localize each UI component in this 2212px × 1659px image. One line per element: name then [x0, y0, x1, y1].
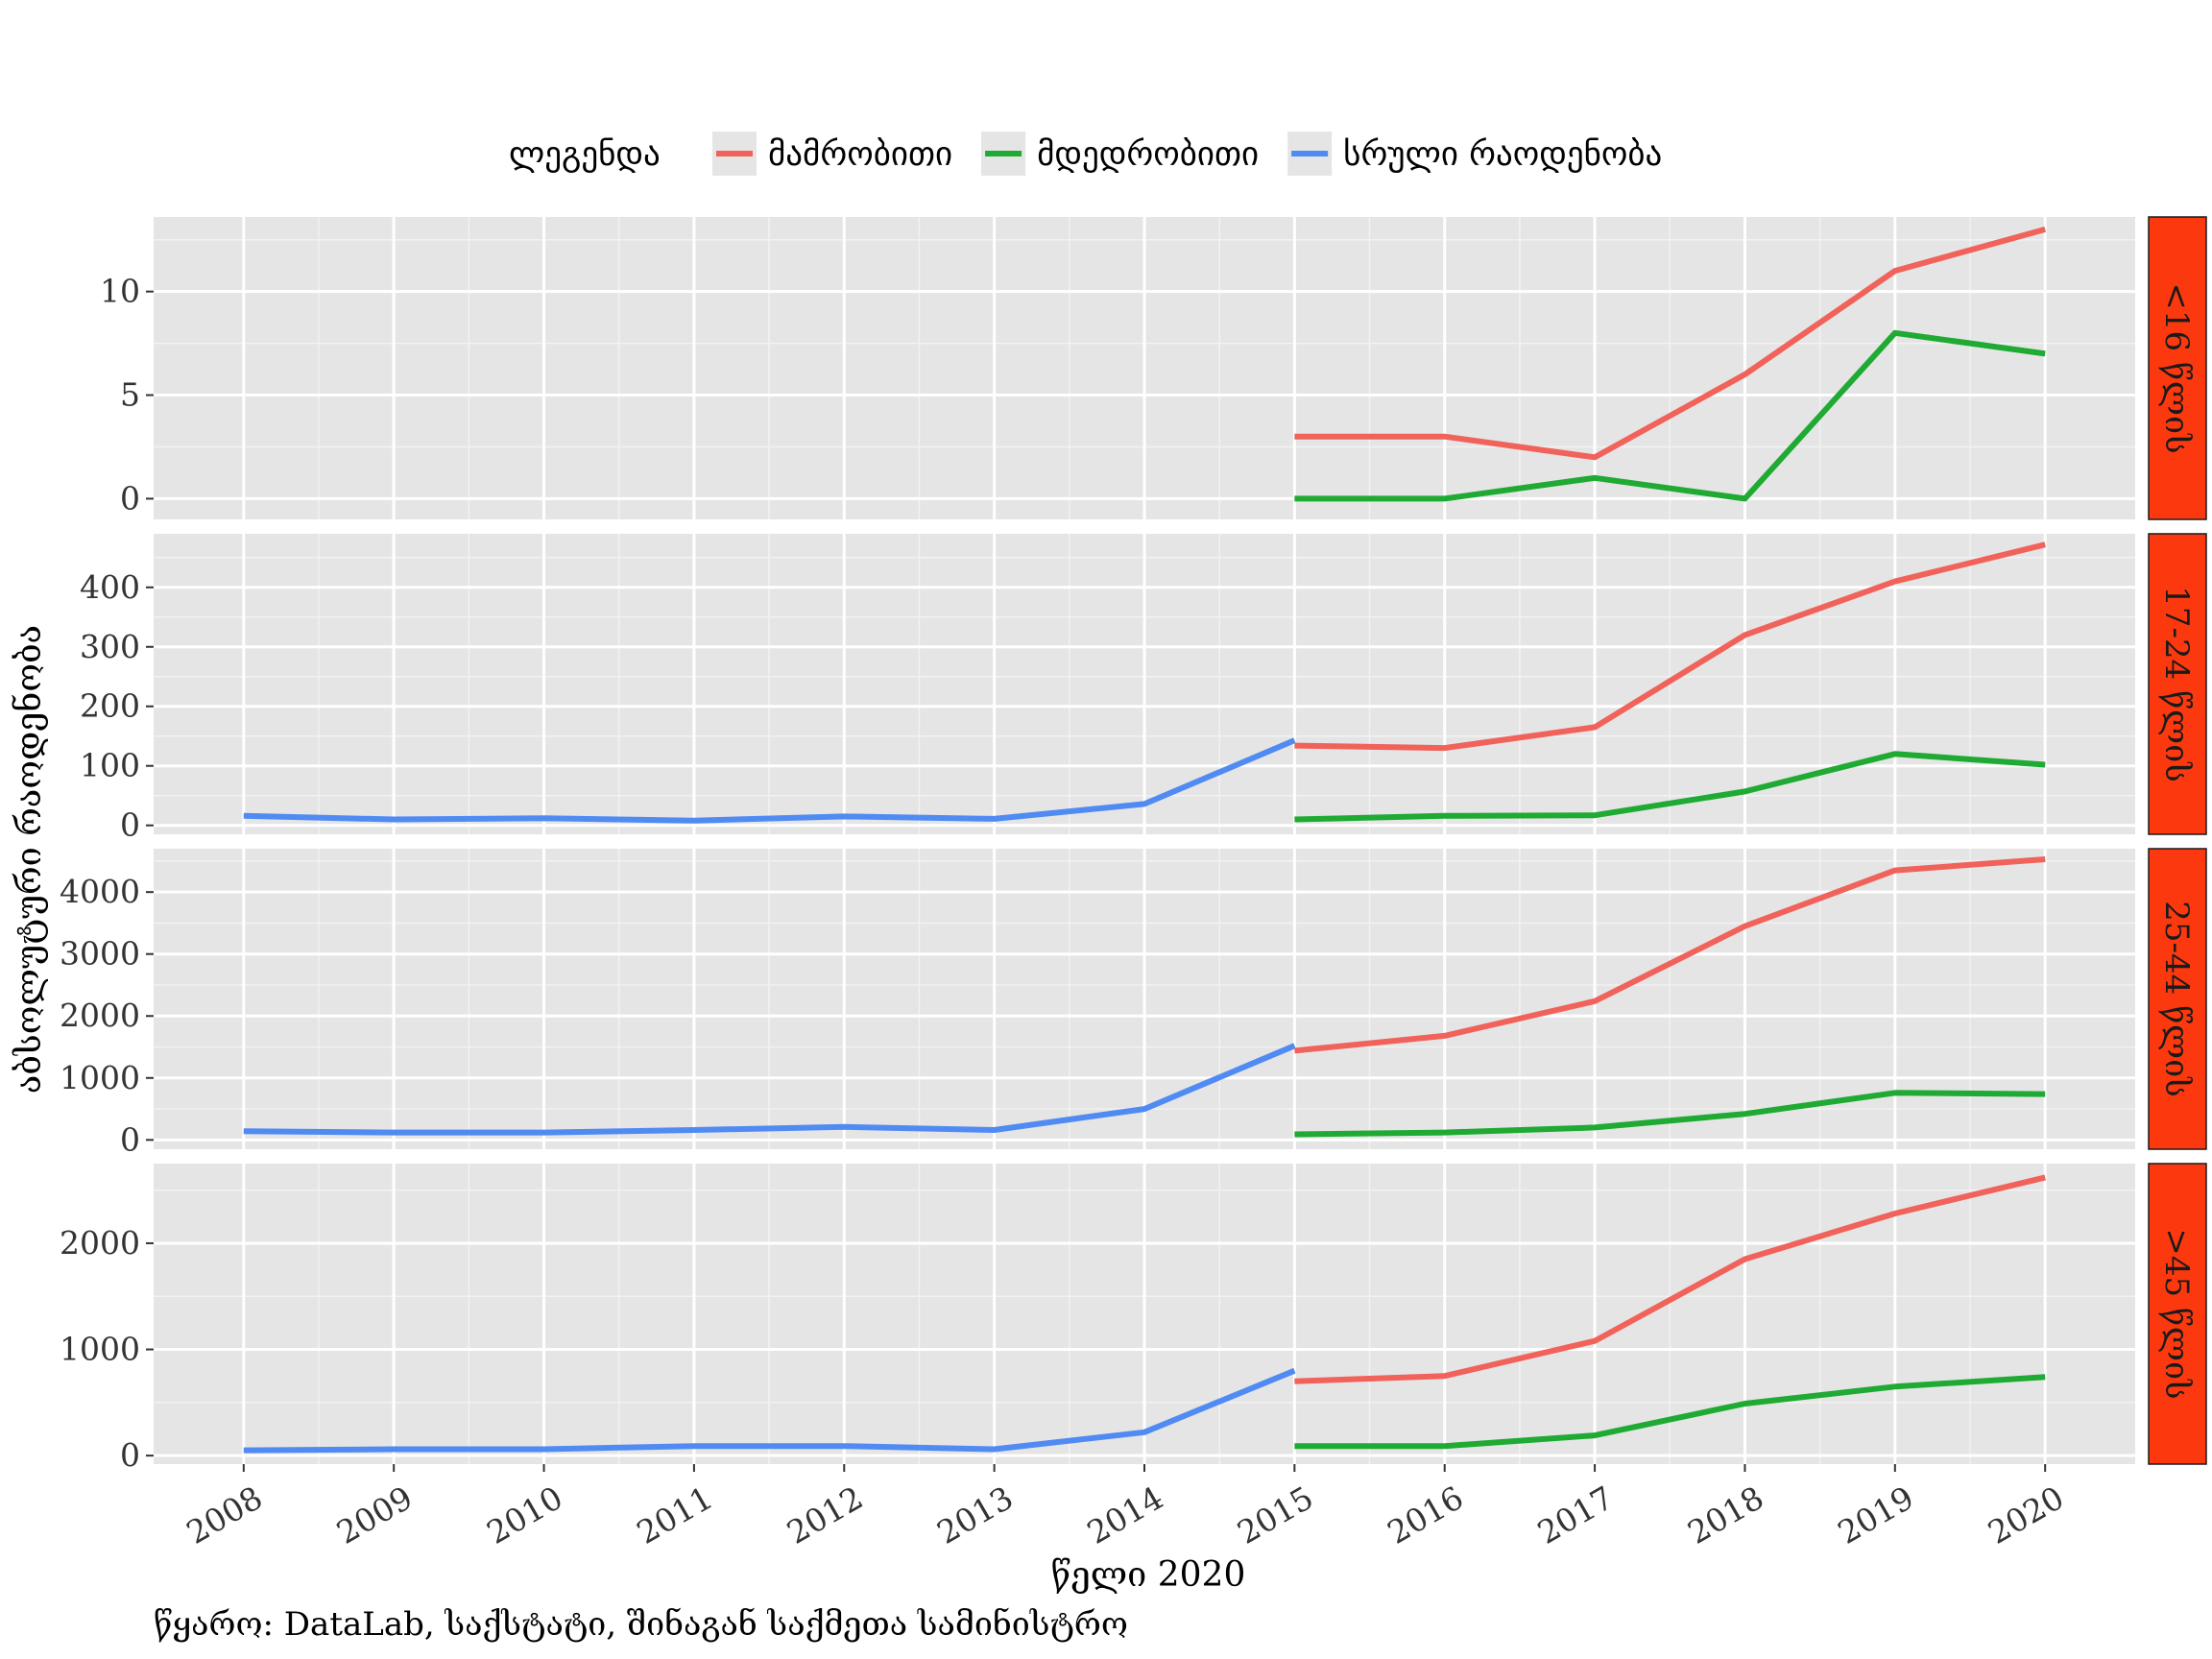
series-line	[1294, 1374, 2046, 1450]
y-tick-label: 3000	[60, 935, 140, 973]
series-line	[1294, 751, 2046, 823]
y-tick-label: 2000	[60, 1224, 140, 1262]
chart-panels: 0 5 10 <16 წლის 0 100 200 300 400 17-24 წლის 0 1000…	[60, 216, 2207, 1474]
legend-item: მამრობითი	[712, 132, 952, 176]
facet-strip-label: 25-44 წლის	[2157, 901, 2196, 1097]
y-tick-label: 0	[120, 1436, 140, 1474]
legend-item: მდედრობითი	[981, 132, 1259, 176]
series-line	[1294, 1174, 2046, 1384]
x-tick-label: 2012	[781, 1479, 869, 1551]
legend-item: სრული რაოდენობა	[1287, 132, 1662, 176]
facet-strip-label: <16 წლის	[2157, 282, 2196, 453]
x-tick-label: 2008	[180, 1479, 269, 1551]
x-tick-label: 2011	[631, 1479, 719, 1551]
legend-label: მამრობითი	[768, 135, 952, 174]
y-tick-label: 100	[80, 747, 140, 784]
legend: ლეგენდა მამრობითი მდედრობითი სრული რაოდენო…	[509, 132, 1662, 176]
x-tick-label: 2016	[1381, 1479, 1469, 1551]
y-tick-label: 10	[100, 273, 140, 310]
series-line	[1294, 329, 2046, 502]
series-line	[1294, 541, 2046, 752]
y-tick-label: 2000	[60, 997, 140, 1034]
facet-strip	[2148, 848, 2207, 1150]
facet-strip	[2148, 1163, 2207, 1465]
series-line	[1294, 227, 2046, 461]
x-tick-label: 2020	[1982, 1479, 2070, 1551]
x-axis: 2008 2009 2010 2011 2012 2013 2014 2015 2016 2017…	[180, 1464, 2070, 1551]
x-tick-label: 2015	[1231, 1479, 1319, 1551]
panel-2: 0 100 200 300 400 17-24 წლის	[80, 533, 2207, 844]
y-tick-label: 200	[80, 687, 140, 725]
panel-1: 0 5 10 <16 წლის	[100, 216, 2207, 520]
facet-strip	[2148, 216, 2207, 520]
facet-strip	[2148, 533, 2207, 835]
x-tick-label: 2014	[1081, 1479, 1169, 1551]
x-tick-label: 2018	[1681, 1479, 1769, 1551]
panel-4: 0 1000 2000 >45 წლის	[60, 1163, 2207, 1474]
x-axis-title: წელი 2020	[1051, 1555, 1246, 1595]
y-tick-label: 1000	[60, 1331, 140, 1368]
series-line	[243, 1043, 1296, 1136]
series-line	[1294, 856, 2046, 1054]
y-tick-label: 400	[80, 568, 140, 606]
y-tick-label: 4000	[60, 873, 140, 910]
series-line	[243, 1367, 1296, 1454]
legend-label: მდედრობითი	[1037, 135, 1259, 174]
x-tick-label: 2017	[1531, 1479, 1620, 1551]
x-tick-label: 2013	[930, 1479, 1019, 1551]
y-tick-label: 300	[80, 628, 140, 665]
y-tick-label: 1000	[60, 1059, 140, 1096]
series-line	[1294, 1090, 2046, 1138]
x-tick-label: 2009	[330, 1479, 419, 1551]
legend-title: ლეგენდა	[509, 135, 661, 174]
y-tick-label: 0	[120, 479, 140, 517]
y-axis-title: აბსოლუტური რაოდენობა	[10, 625, 49, 1094]
legend-label: სრული რაოდენობა	[1343, 135, 1662, 174]
caption: წყარო: DataLab, საქსტატი, შინაგან საქმეთ…	[154, 1605, 1128, 1644]
y-tick-label: 0	[120, 1120, 140, 1158]
y-tick-label: 0	[120, 806, 140, 844]
facet-strip-label: 17-24 წლის	[2157, 586, 2196, 782]
legend-items: მამრობითი მდედრობითი სრული რაოდენობა	[712, 132, 1662, 176]
panel-3: 0 1000 2000 3000 4000 25-44 წლის	[60, 848, 2207, 1158]
x-tick-label: 2010	[480, 1479, 568, 1551]
y-tick-label: 5	[120, 376, 140, 414]
x-tick-label: 2019	[1832, 1479, 1920, 1551]
facet-strip-label: >45 წლის	[2157, 1228, 2196, 1399]
series-line	[243, 737, 1296, 824]
